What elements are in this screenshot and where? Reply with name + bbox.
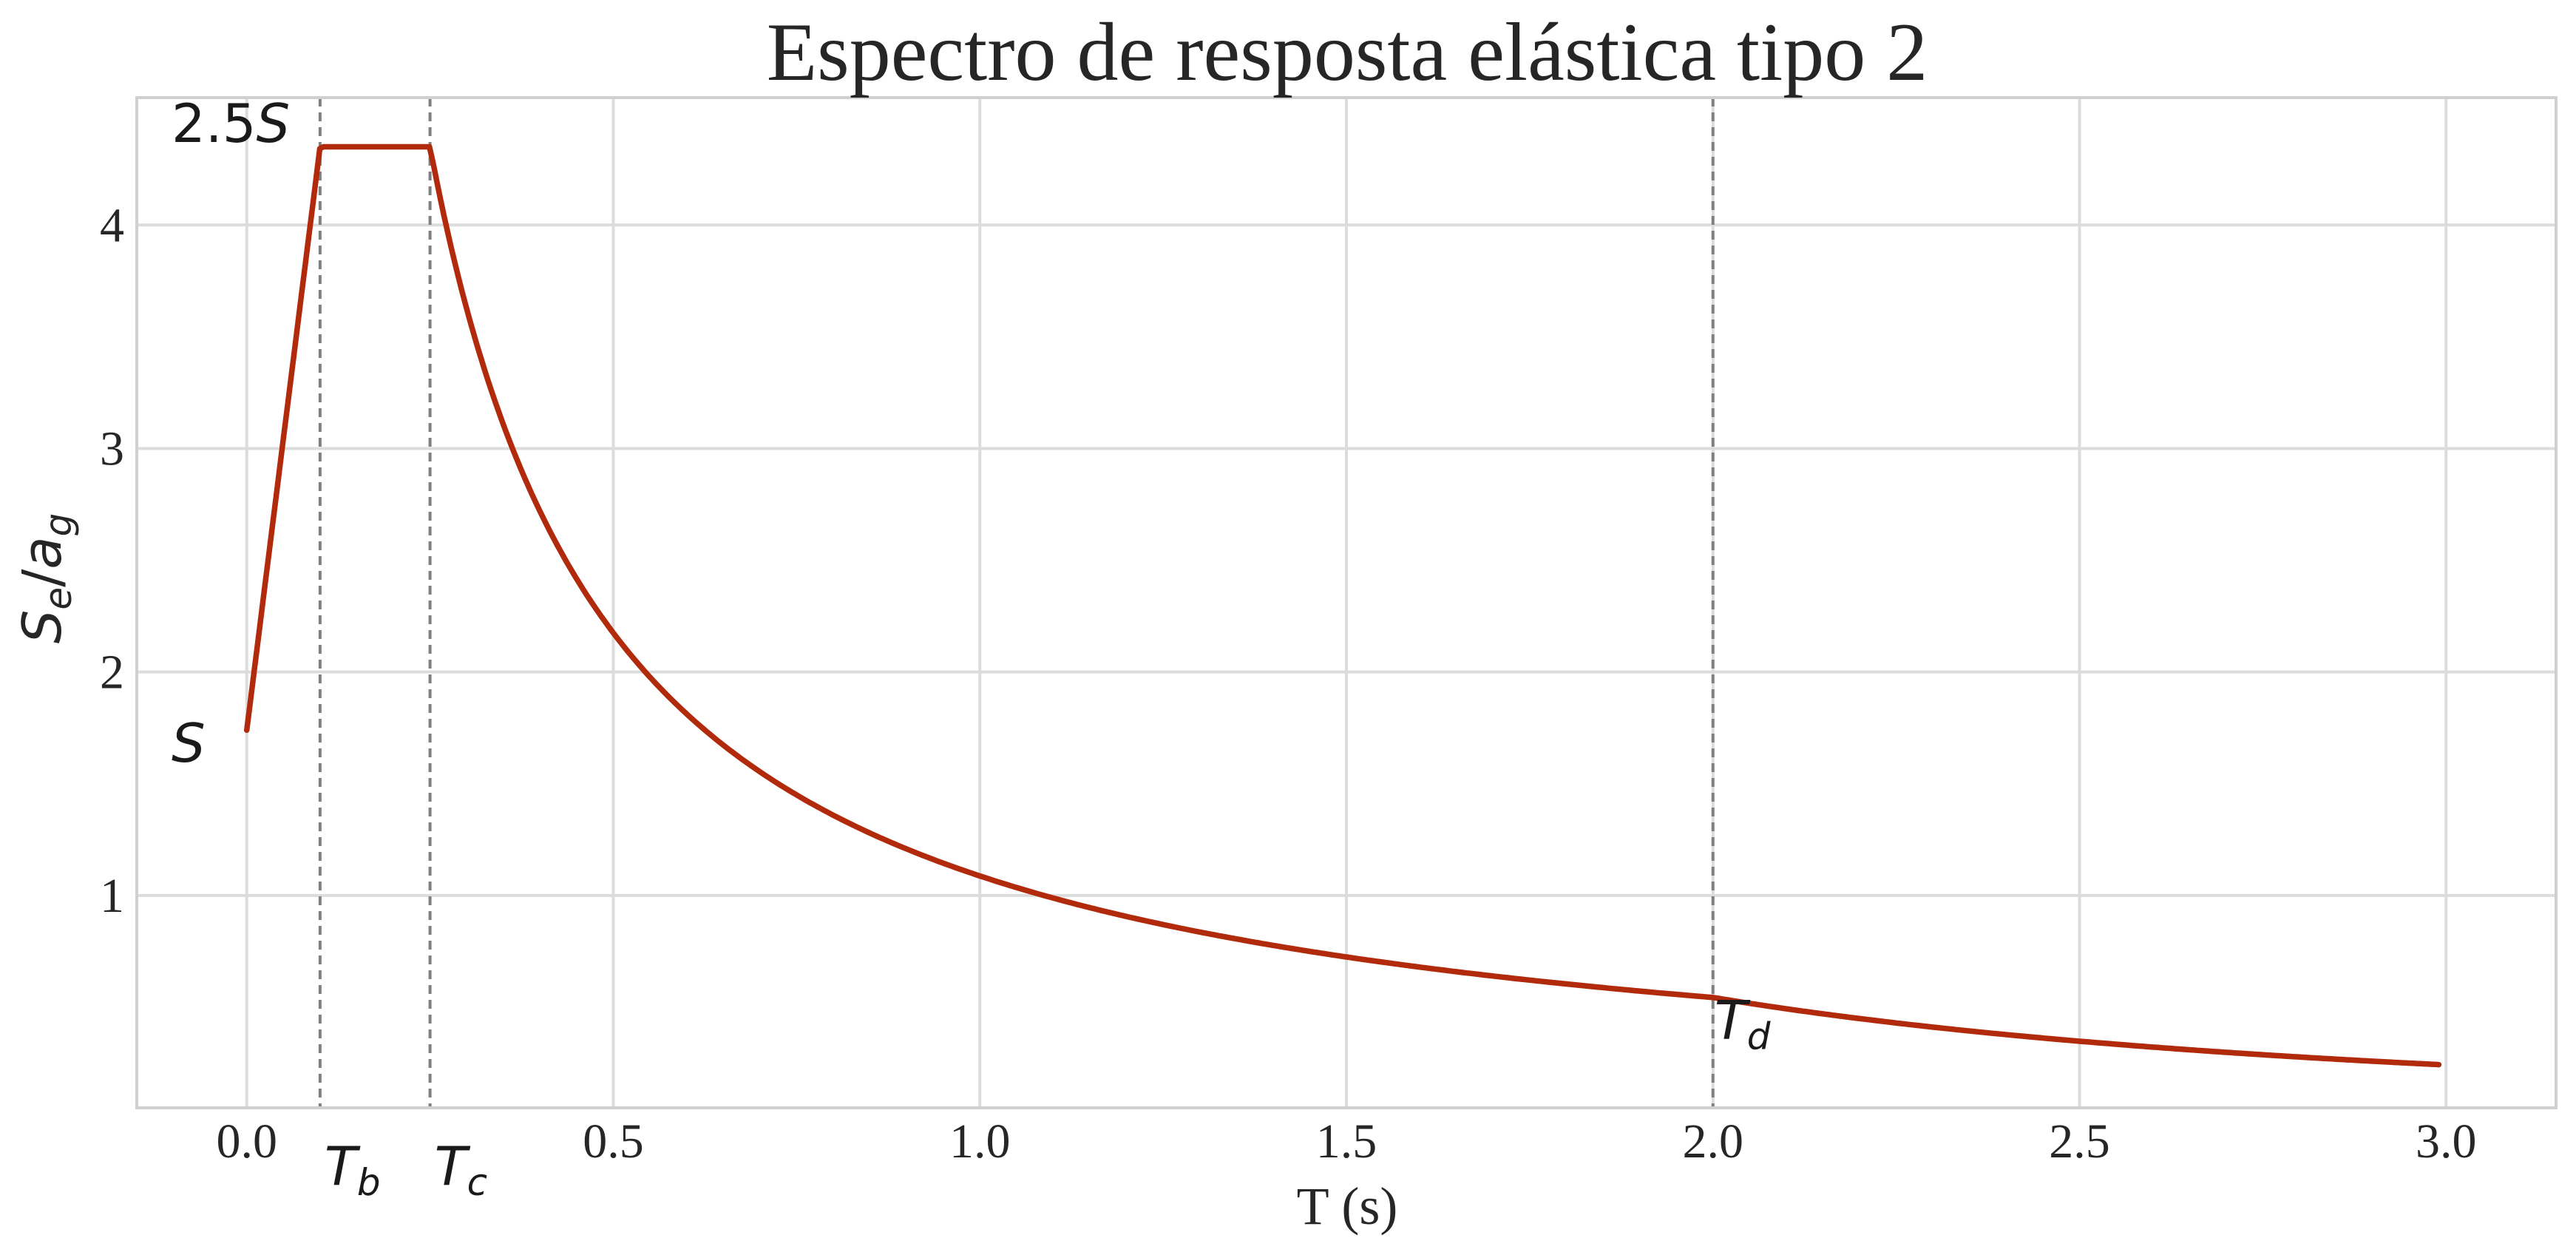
y-label-denominator: a	[11, 536, 73, 569]
y-tick-label: 1	[100, 869, 124, 923]
annotation-number: 2.5	[172, 92, 257, 155]
y-axis-label-group: Se/ag	[11, 513, 80, 644]
series-layer	[243, 143, 2442, 1068]
x-axis-label: T (s)	[1297, 1177, 1398, 1236]
period-marker-label-base: T	[435, 1135, 471, 1197]
period-markers	[318, 98, 1715, 1108]
plateau-annotation: 2.5S	[172, 92, 290, 155]
y-label-separator: /	[11, 569, 73, 587]
zero-period-annotation: S	[172, 712, 206, 774]
x-tick-label: 3.0	[2416, 1114, 2477, 1168]
spectrum-curve	[243, 143, 2442, 1068]
period-marker-label: Tb	[325, 1135, 381, 1204]
period-marker-label-sub: d	[1747, 1015, 1771, 1058]
period-marker-label: Tc	[435, 1135, 487, 1204]
annotation-symbol: S	[172, 712, 206, 774]
x-tick-label: 2.0	[1683, 1114, 1744, 1168]
period-marker-label: Td	[1715, 989, 1771, 1058]
x-tick-label: 1.5	[1316, 1114, 1377, 1168]
chart-title: Espectro de resposta elástica tipo 2	[767, 7, 1928, 98]
x-tick-label: 1.0	[949, 1114, 1011, 1168]
y-tick-label: 2	[100, 646, 124, 700]
tick-labels: 0.0 0.5 1.0 1.5 2.0 2.5 3.0 1 2 3 4	[100, 198, 2477, 1168]
y-tick-label: 3	[100, 422, 124, 476]
y-axis-label: Se/ag	[11, 513, 80, 644]
y-tick-label: 4	[100, 198, 124, 252]
annotation-symbol: S	[257, 92, 291, 155]
x-tick-label: 0.0	[216, 1114, 277, 1168]
period-marker-label-sub: b	[357, 1161, 381, 1204]
y-label-base-sub: e	[37, 587, 80, 610]
x-tick-label: 2.5	[2049, 1114, 2110, 1168]
period-marker-label-base: T	[325, 1135, 361, 1197]
y-label-base: S	[11, 610, 73, 644]
plot-frame	[135, 96, 2558, 1109]
y-label-denominator-sub: g	[37, 513, 80, 537]
x-tick-label: 0.5	[583, 1114, 644, 1168]
period-marker-label-sub: c	[467, 1161, 488, 1204]
period-marker-label-base: T	[1715, 989, 1751, 1051]
